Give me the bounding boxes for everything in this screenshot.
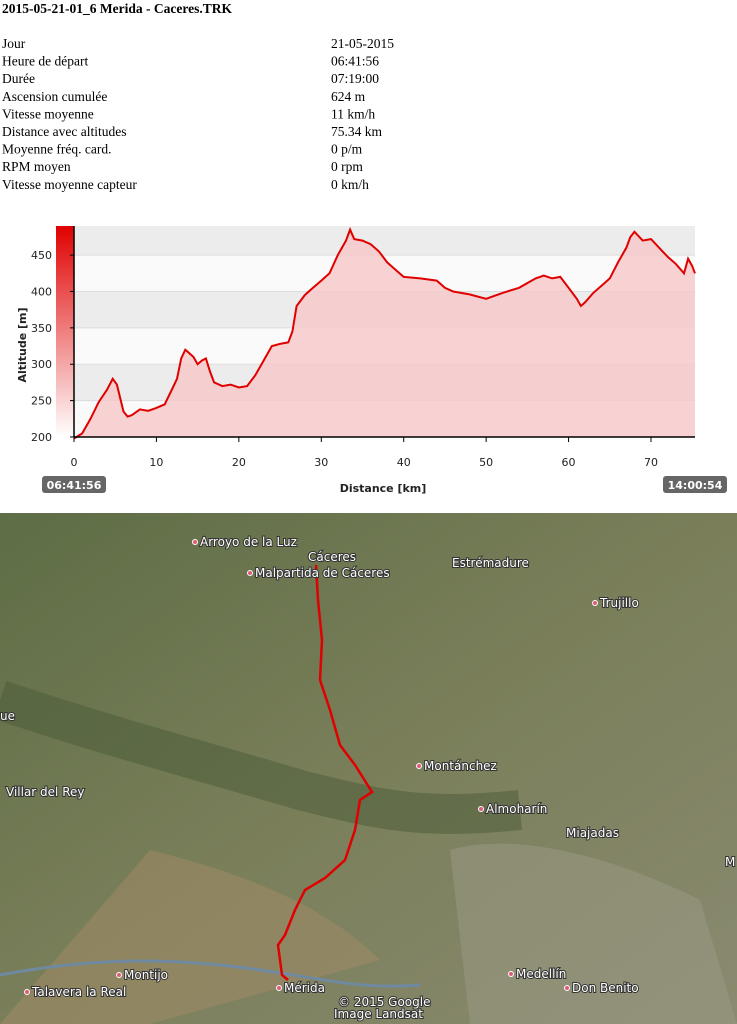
time-label: 06:41:56 [47, 479, 102, 492]
y-tick-label: 350 [31, 322, 52, 335]
y-axis-label: Altitude [m] [16, 307, 29, 382]
x-tick-label: 0 [71, 456, 78, 469]
x-tick-label: 20 [232, 456, 246, 469]
row-label: RPM moyen [2, 159, 71, 174]
row-label: Ascension cumulée [2, 89, 107, 104]
row-value: 75.34 km [331, 124, 383, 139]
info-table: Jour 21-05-2015 Heure de départ 06:41:56 Dur… [2, 36, 394, 192]
place-label: Medellín [516, 967, 566, 981]
map-labels: Arroyo de la Luz Cáceres Malpartida de Các… [0, 534, 736, 1022]
place-dot [416, 763, 422, 769]
x-tick-label: 70 [644, 456, 658, 469]
x-tick-label: 60 [562, 456, 576, 469]
band [74, 226, 695, 256]
row-label: Jour [2, 36, 26, 51]
place-label: © 2015 Google [338, 995, 430, 1009]
y-tick-label: 450 [31, 249, 52, 262]
color-bar [56, 226, 74, 437]
row-value: 11 km/h [331, 106, 375, 121]
x-tick-label: 30 [314, 456, 328, 469]
place-label: Talavera la Real [31, 985, 126, 999]
terrain [0, 681, 522, 834]
row-label: Vitesse moyenne capteur [2, 177, 137, 192]
route [276, 564, 374, 981]
y-tick-label: 300 [31, 358, 52, 371]
row-value: 0 km/h [331, 177, 369, 192]
place-dot [478, 806, 484, 812]
row-label: Heure de départ [2, 54, 88, 69]
place-label: Mérida [284, 981, 325, 995]
place-label: Arroyo de la Luz [200, 535, 297, 549]
x-tick-label: 10 [149, 456, 163, 469]
row-value: 0 rpm [331, 159, 363, 174]
row-value: 0 p/m [331, 142, 363, 157]
place-dot [592, 600, 598, 606]
chart: 200 250 300 350 400 450 0 10 20 30 40 50 60 70 Distanc… [16, 226, 727, 495]
place-dot [116, 972, 122, 978]
place-label: Estrémadure [452, 556, 529, 570]
river [0, 959, 421, 988]
row-label: Durée [2, 71, 35, 86]
place-label: Montánchez [424, 759, 497, 773]
doc-title: 2015-05-21-01_6 Merida - Caceres.TRK [2, 1, 232, 16]
place-label: Montijo [124, 968, 168, 982]
place-label: Almoharín [486, 802, 547, 816]
time-box [42, 476, 106, 493]
place-dot [247, 570, 253, 576]
x-axis-label: Distance [km] [340, 482, 427, 495]
place-dot [276, 985, 282, 991]
place-dot [564, 985, 570, 991]
y-tick-label: 250 [31, 395, 52, 408]
row-value: 624 m [331, 89, 366, 104]
line [73, 226, 696, 440]
place-label: Malpartida de Cáceres [255, 566, 390, 580]
place-dot [192, 539, 198, 545]
time-box [663, 476, 727, 493]
terrain [450, 843, 737, 1024]
place-dot [24, 989, 30, 995]
place-label: Cáceres [308, 550, 356, 564]
place-label: M [725, 855, 735, 869]
x-tick-label: 40 [397, 456, 411, 469]
place-label: Villar del Rey [6, 785, 84, 799]
place-label: Image Landsat [334, 1007, 423, 1021]
row-label: Moyenne fréq. card. [2, 142, 111, 157]
place-label: Don Benito [572, 981, 639, 995]
place-label: ue [0, 709, 15, 723]
place-label: Trujillo [599, 596, 639, 610]
row-label: Vitesse moyenne [2, 106, 94, 121]
x-tick-label: 50 [479, 456, 493, 469]
row-value: 21-05-2015 [331, 36, 394, 51]
y-tick-label: 400 [31, 285, 52, 298]
map [0, 513, 737, 1024]
place-dot [508, 971, 514, 977]
y-tick-label: 200 [31, 431, 52, 444]
row-value: 06:41:56 [331, 54, 379, 69]
row-label: Distance avec altitudes [2, 124, 126, 139]
terrain [0, 850, 380, 1024]
place-label: Miajadas [566, 826, 619, 840]
row-value: 07:19:00 [331, 71, 379, 86]
area [74, 229, 695, 439]
time-label: 14:00:54 [668, 479, 723, 492]
